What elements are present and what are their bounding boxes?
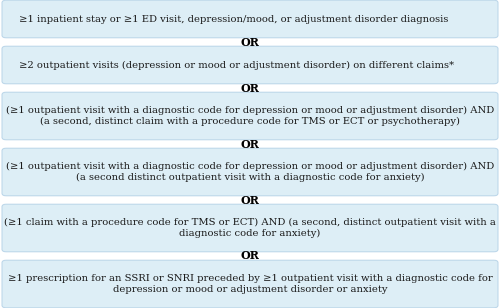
Text: OR: OR [240,250,260,261]
Text: (≥1 outpatient visit with a diagnostic code for depression or mood or adjustment: (≥1 outpatient visit with a diagnostic c… [6,162,494,182]
Text: (≥1 outpatient visit with a diagnostic code for depression or mood or adjustment: (≥1 outpatient visit with a diagnostic c… [6,106,494,126]
Text: ≥1 inpatient stay or ≥1 ED visit, depression/mood, or adjustment disorder diagno: ≥1 inpatient stay or ≥1 ED visit, depres… [18,14,448,23]
FancyBboxPatch shape [2,46,498,84]
Text: ≥1 prescription for an SSRI or SNRI preceded by ≥1 outpatient visit with a diagn: ≥1 prescription for an SSRI or SNRI prec… [8,274,492,294]
Text: ≥2 outpatient visits (depression or mood or adjustment disorder) on different cl: ≥2 outpatient visits (depression or mood… [18,60,454,70]
Text: OR: OR [240,83,260,94]
Text: OR: OR [240,139,260,149]
FancyBboxPatch shape [2,0,498,38]
FancyBboxPatch shape [2,260,498,308]
Text: OR: OR [240,194,260,205]
FancyBboxPatch shape [2,204,498,252]
Text: OR: OR [240,37,260,47]
FancyBboxPatch shape [2,92,498,140]
Text: (≥1 claim with a procedure code for TMS or ECT) AND (a second, distinct outpatie: (≥1 claim with a procedure code for TMS … [4,218,496,238]
FancyBboxPatch shape [2,148,498,196]
